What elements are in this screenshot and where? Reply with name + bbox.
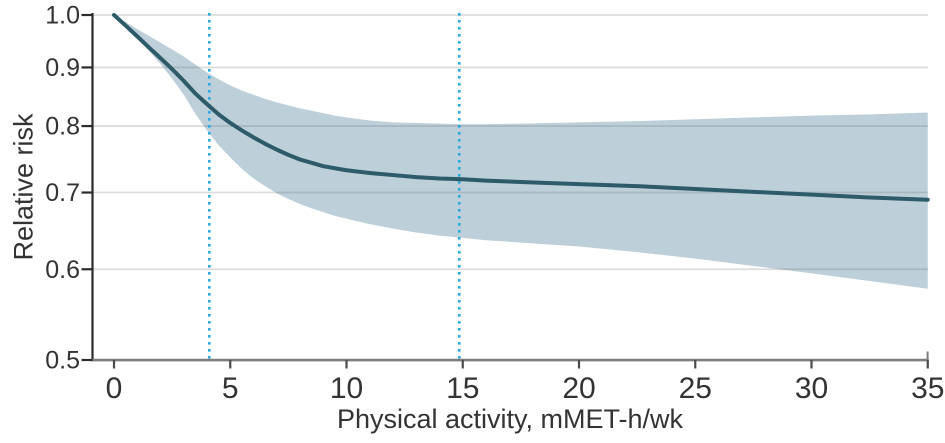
x-tick-label: 10: [330, 372, 363, 405]
y-tick-label: 1.0: [45, 2, 80, 30]
y-tick-label: 0.6: [45, 256, 80, 284]
x-tick-label: 35: [911, 372, 944, 405]
x-tick-label: 0: [106, 372, 123, 405]
x-tick-label: 30: [795, 372, 828, 405]
confidence-band: [114, 15, 928, 289]
y-tick-label: 0.9: [45, 54, 80, 82]
x-tick-label: 15: [446, 372, 479, 405]
y-tick-label: 0.8: [45, 113, 80, 141]
y-axis-title: Relative risk: [8, 113, 39, 261]
risk-curve: [112, 13, 930, 202]
x-axis-title: Physical activity, mMET-h/wk: [336, 404, 684, 434]
x-tick-label: 25: [679, 372, 712, 405]
y-tick-label: 0.7: [45, 179, 80, 207]
x-tick-label: 5: [222, 372, 239, 405]
x-tick-label: 20: [562, 372, 595, 405]
y-tick-label: 0.5: [45, 347, 80, 375]
